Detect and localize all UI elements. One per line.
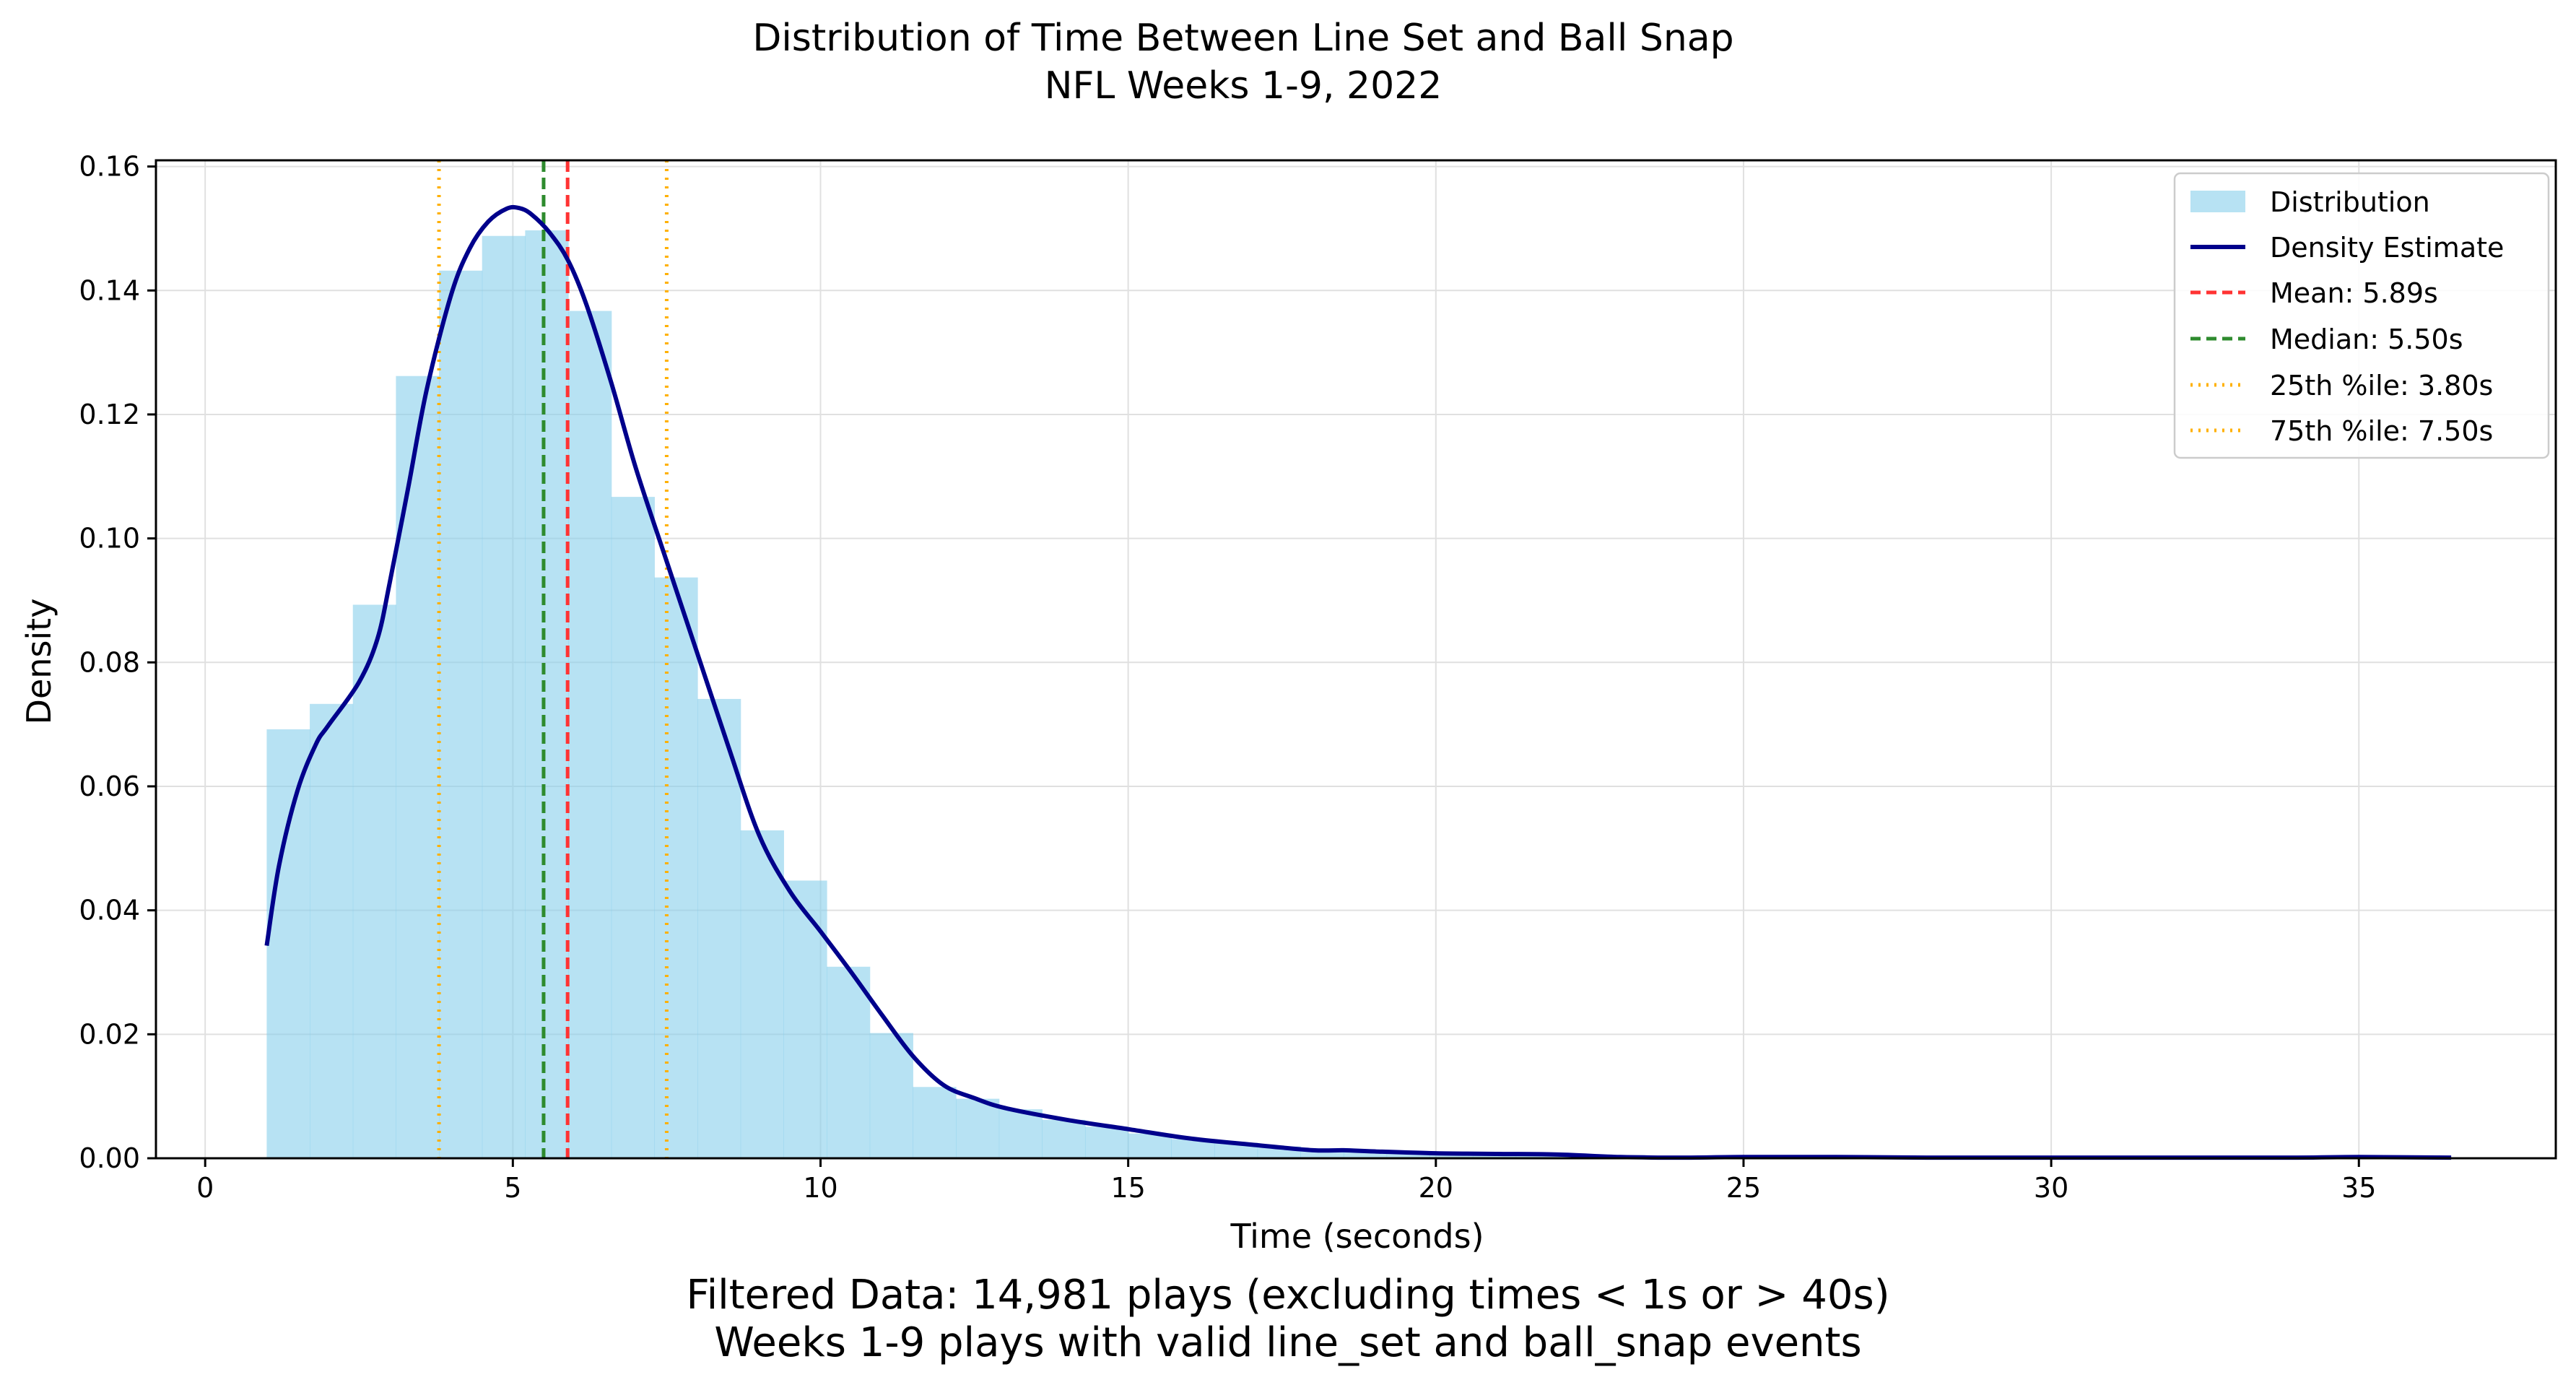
histogram-bar (525, 230, 569, 1158)
y-tick-label: 0.06 (79, 770, 140, 802)
histogram-bars (266, 230, 2464, 1159)
chart-title: Distribution of Time Between Line Set an… (752, 17, 1733, 60)
legend-label-p25: 25th %ile: 3.80s (2270, 370, 2493, 401)
histogram-bar (439, 270, 483, 1159)
reference-lines (437, 160, 669, 1158)
y-tick-label: 0.02 (79, 1018, 140, 1050)
histogram-bar (827, 966, 871, 1158)
x-axis-label: Time (seconds) (1230, 1217, 1484, 1256)
y-tick-label: 0.08 (79, 646, 140, 678)
y-axis-label: Density (19, 599, 58, 725)
footnote-line-2: Weeks 1-9 plays with valid line_set and … (714, 1319, 1861, 1366)
x-tick-label: 15 (1110, 1172, 1145, 1204)
y-tick-label: 0.10 (79, 523, 140, 555)
x-tick-label: 10 (803, 1172, 837, 1204)
histogram-bar (1042, 1119, 1086, 1158)
histogram-bar (913, 1087, 957, 1158)
chart-subtitle: NFL Weeks 1-9, 2022 (1045, 64, 1443, 108)
x-tick-label: 20 (1419, 1172, 1453, 1204)
histogram-bar (1343, 1150, 1388, 1158)
x-tick-label: 35 (2341, 1172, 2376, 1204)
histogram-bar (697, 698, 741, 1158)
histogram-bar (310, 703, 354, 1158)
legend-label-density: Density Estimate (2270, 232, 2504, 264)
legend-box (2173, 172, 2550, 459)
histogram-bar (482, 235, 526, 1158)
histogram-bar (869, 1033, 913, 1158)
legend: Distribution Density Estimate Mean: 5.89… (2173, 172, 2550, 459)
histogram-bar (654, 577, 698, 1158)
histogram-bar (266, 729, 310, 1158)
histogram-bar (611, 497, 655, 1158)
legend-label-distribution: Distribution (2270, 186, 2430, 218)
x-axis-ticks: 0 5 10 15 20 25 30 35 (196, 1158, 2376, 1204)
histogram-bar (568, 311, 612, 1158)
histogram-bar (956, 1098, 1000, 1158)
histogram-bar (352, 604, 396, 1158)
y-tick-label: 0.00 (79, 1142, 140, 1174)
footnote-line-1: Filtered Data: 14,981 plays (excluding t… (686, 1272, 1889, 1319)
histogram-bar (1084, 1126, 1129, 1158)
y-tick-label: 0.14 (79, 274, 140, 306)
y-tick-label: 0.16 (79, 151, 140, 183)
x-tick-label: 25 (1726, 1172, 1761, 1204)
density-curve (264, 204, 2452, 1160)
y-axis-ticks: 0.00 0.02 0.04 0.06 0.08 0.10 0.12 0.14 0.16 (79, 151, 156, 1174)
plot-frame (155, 159, 2557, 1160)
histogram-bar (1128, 1133, 1172, 1158)
density-curve-layer (264, 204, 2452, 1160)
histogram-bar (1214, 1142, 1258, 1158)
legend-label-p75: 75th %ile: 7.50s (2270, 415, 2493, 447)
legend-swatch-distribution (2190, 191, 2245, 212)
y-tick-label: 0.12 (79, 399, 140, 430)
legend-label-mean: Mean: 5.89s (2270, 277, 2438, 309)
legend-label-median: Median: 5.50s (2270, 324, 2463, 355)
histogram-bar (783, 880, 827, 1158)
histogram-bar (740, 830, 784, 1158)
histogram-bar (998, 1109, 1043, 1158)
x-tick-label: 30 (2034, 1172, 2068, 1204)
y-tick-label: 0.04 (79, 895, 140, 926)
x-tick-label: 0 (196, 1172, 214, 1204)
histogram-bar (1386, 1152, 1430, 1158)
x-tick-label: 5 (504, 1172, 521, 1204)
histogram-bar (396, 375, 440, 1158)
